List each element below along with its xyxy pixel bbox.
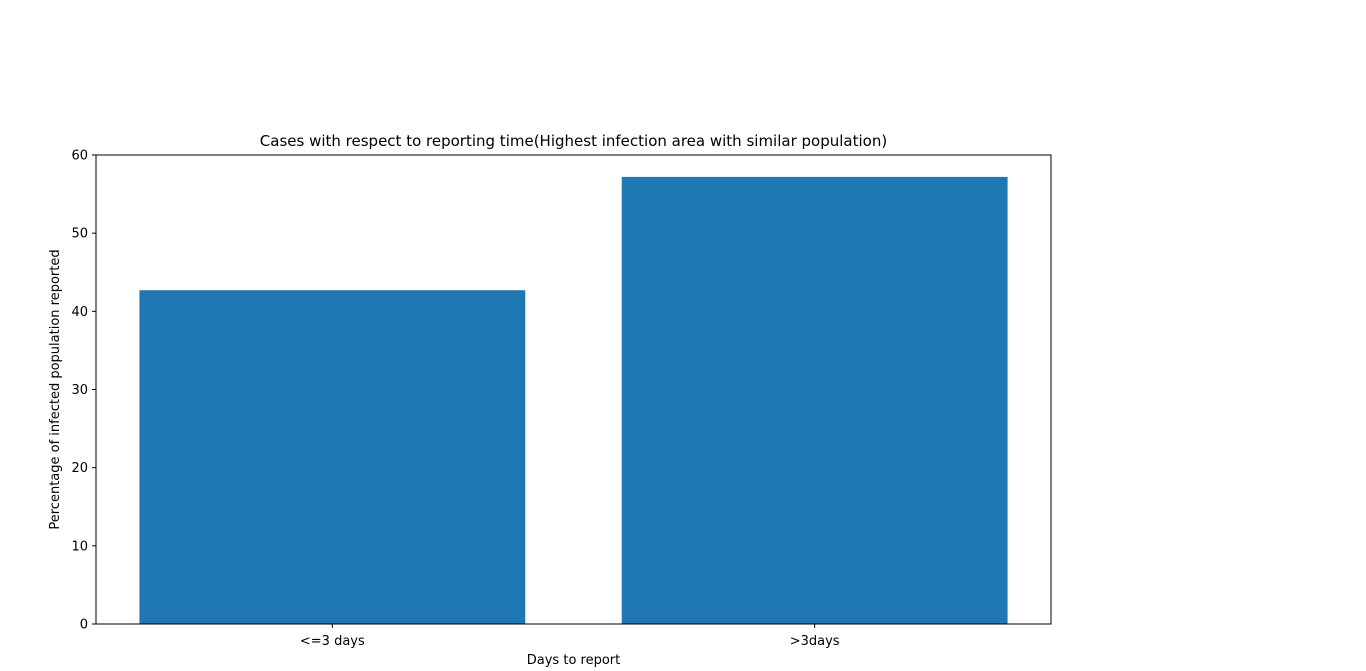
y-tick-label: 50 [71, 227, 88, 242]
y-axis-label: Percentage of infected population report… [48, 249, 63, 529]
bar-1 [621, 176, 1008, 625]
y-axis: 0 10 20 30 40 50 60 [71, 149, 96, 633]
x-axis: <=3 days >3days [300, 624, 840, 649]
bars-layer [139, 176, 1008, 625]
y-tick-label: 0 [80, 618, 88, 633]
x-tick-label: >3days [790, 634, 840, 649]
chart-title: Cases with respect to reporting time(Hig… [260, 132, 887, 150]
y-tick-label: 60 [71, 149, 88, 164]
y-tick-label: 30 [71, 383, 88, 398]
y-tick-label: 40 [71, 305, 88, 320]
y-tick-label: 20 [71, 461, 88, 476]
x-tick-label: <=3 days [300, 634, 365, 649]
bar-0 [139, 290, 526, 624]
y-tick-label: 10 [71, 539, 88, 554]
x-axis-label: Days to report [527, 653, 620, 668]
